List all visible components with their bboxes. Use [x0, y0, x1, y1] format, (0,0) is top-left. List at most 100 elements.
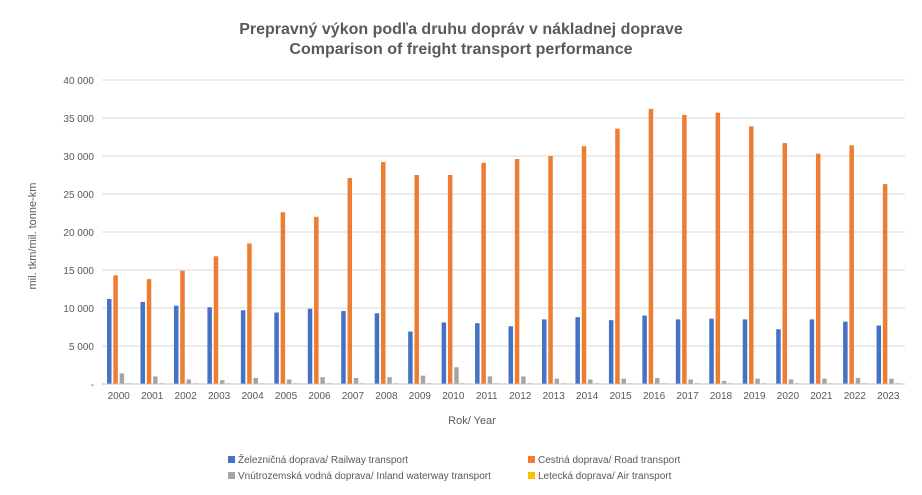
bar	[788, 379, 794, 384]
x-tick-label: 2020	[777, 391, 800, 402]
x-tick-label: 2019	[743, 391, 766, 402]
legend-label: Cestná doprava/ Road transport	[538, 455, 681, 466]
bar	[776, 329, 781, 384]
bar	[608, 320, 614, 384]
x-tick-label: 2010	[442, 391, 465, 402]
bar	[588, 379, 593, 384]
gridlines	[102, 79, 905, 347]
legend-swatch	[528, 472, 535, 479]
bar	[186, 379, 192, 384]
chart-title: Prepravný výkon podľa druhu dopráv v nák…	[239, 21, 683, 38]
x-tick-label: 2003	[208, 391, 231, 402]
y-tick-label: 40 000	[63, 76, 94, 87]
bar	[514, 159, 520, 384]
bar	[213, 256, 219, 384]
bar	[274, 312, 279, 384]
y-tick-label: 35 000	[63, 114, 94, 125]
bar	[889, 378, 894, 384]
bar	[481, 162, 486, 384]
bar	[709, 318, 714, 384]
bar	[755, 378, 760, 384]
y-tick-label: 30 000	[63, 152, 94, 163]
x-tick-label: 2008	[375, 391, 398, 402]
x-tick-label: 2011	[476, 391, 498, 402]
x-tick-label: 2016	[643, 391, 666, 402]
bar	[621, 378, 627, 384]
bar	[341, 311, 346, 384]
bar	[140, 301, 145, 384]
bar	[447, 175, 453, 384]
bar	[822, 378, 827, 384]
bar	[441, 322, 447, 384]
y-axis-ticks: - 5 000 10 000 15 000 20 000 25 000 30 000 35 0…	[63, 76, 94, 391]
bar	[541, 319, 547, 384]
x-axis-ticks: 2000 2001 2002 2003 2004 2005 2006 2007 2008 2009…	[108, 391, 900, 402]
x-tick-label: 2013	[543, 391, 566, 402]
bar	[782, 143, 787, 384]
bar	[374, 313, 380, 384]
x-tick-label: 2001	[141, 391, 164, 402]
x-tick-label: 2009	[409, 391, 432, 402]
bar	[682, 114, 687, 385]
x-tick-label: 2000	[108, 391, 131, 402]
bar	[320, 377, 325, 384]
x-tick-label: 2022	[844, 391, 867, 402]
legend-swatch	[228, 472, 235, 479]
bar	[849, 145, 854, 384]
bar	[280, 212, 286, 384]
y-tick-label: 10 000	[63, 304, 94, 315]
x-tick-label: 2007	[342, 391, 365, 402]
legend: Železničná doprava/ Railway transport Ces…	[228, 453, 681, 482]
bar	[521, 376, 526, 384]
bar	[855, 377, 861, 384]
bar	[119, 373, 125, 384]
bar	[615, 128, 620, 384]
bar	[654, 377, 660, 384]
x-tick-label: 2002	[175, 391, 198, 402]
x-tick-label: 2005	[275, 391, 298, 402]
bar	[240, 310, 246, 384]
bar	[876, 325, 882, 384]
bar	[581, 146, 587, 384]
bar	[408, 331, 413, 384]
bar	[721, 380, 727, 384]
y-tick-label: -	[91, 380, 94, 391]
bar	[454, 367, 459, 384]
bar	[882, 184, 888, 384]
bar	[475, 323, 480, 384]
bars	[107, 108, 900, 385]
bar	[207, 307, 212, 384]
bar	[575, 317, 580, 384]
bar	[107, 298, 112, 384]
bar	[809, 319, 815, 384]
x-tick-label: 2018	[710, 391, 733, 402]
x-axis-label: Rok/ Year	[448, 415, 496, 427]
x-tick-label: 2006	[308, 391, 331, 402]
x-tick-label: 2023	[877, 391, 900, 402]
bar	[353, 377, 359, 384]
chart-subtitle: Comparison of freight transport performa…	[289, 41, 632, 58]
bar	[347, 178, 353, 384]
bar	[387, 377, 392, 384]
x-tick-label: 2021	[810, 391, 833, 402]
bar	[675, 319, 681, 384]
legend-swatch	[228, 456, 235, 463]
bar	[414, 175, 419, 384]
bar	[153, 376, 158, 384]
legend-label: Vnútrozemská vodná doprava/ Inland water…	[238, 471, 491, 482]
bar	[548, 156, 553, 384]
bar	[113, 275, 118, 384]
bar	[286, 379, 292, 384]
bar	[508, 326, 514, 384]
y-axis-label: mil. tkm/mil. tonne-km	[27, 183, 39, 290]
y-tick-label: 25 000	[63, 190, 94, 201]
bar	[688, 379, 693, 384]
bar	[815, 153, 821, 384]
bar	[487, 376, 493, 384]
bar	[220, 380, 225, 384]
y-tick-label: 5 000	[69, 342, 94, 353]
x-tick-label: 2004	[241, 391, 264, 402]
bar	[380, 162, 386, 384]
y-tick-label: 20 000	[63, 228, 94, 239]
